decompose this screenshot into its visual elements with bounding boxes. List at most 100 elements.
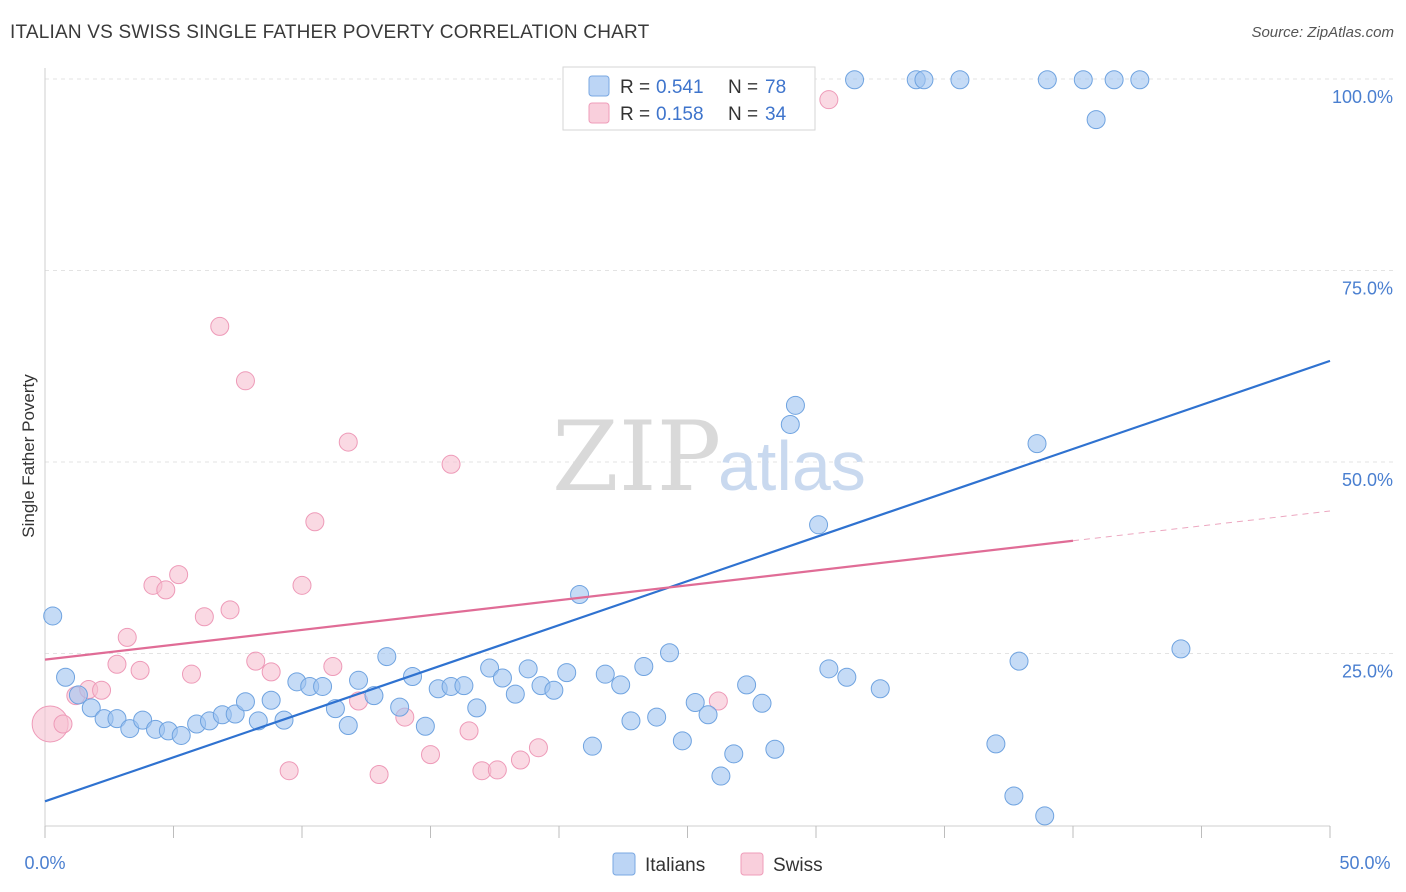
italian-point [950,70,970,90]
italian-point [248,711,268,731]
trend-lines [44,359,1331,803]
italian-point [570,585,590,605]
italian-point [133,710,153,730]
legend-box: R = 0.541 N = 78 R = 0.158 N = 34 [562,66,816,131]
legend-n-value-swiss: 34 [765,104,787,125]
italian-point [621,711,641,731]
swiss-point [107,654,127,674]
italian-point [390,697,410,717]
legend-swatch-swiss [588,102,610,124]
italian-point [595,664,615,684]
italian-point [557,663,577,683]
x-tick-label-min: 0.0% [24,853,65,873]
italian-point [1104,70,1124,90]
italian-point [1009,651,1029,671]
italian-point [235,692,255,712]
italian-point [765,739,785,759]
watermark-zip: ZIP [552,401,721,513]
italian-point [1171,639,1191,659]
y-tick-label: 75.0% [1342,279,1393,299]
swiss-points [31,90,839,785]
italian-point [1073,70,1093,90]
swiss-point [421,745,440,765]
legend-swatch-italians [588,75,610,97]
swiss-point [261,662,281,682]
italian-point [338,716,358,736]
italian-point [81,698,101,718]
italian-point [914,70,934,90]
swiss-point [181,664,201,684]
source-label: Source: ZipAtlas.com [1251,24,1394,41]
swiss-point [53,714,73,734]
y-tick-label: 50.0% [1342,470,1393,490]
chart-title: ITALIAN VS SWISS SINGLE FATHER POVERTY C… [10,22,650,43]
italian-point [1004,786,1024,806]
italian-point [225,704,245,724]
italian-point [43,606,63,626]
italian-point [1086,110,1106,130]
legend-r-label-swiss: R = [620,104,650,125]
italian-point [685,693,705,713]
italian-point [837,667,857,687]
italian-point [819,659,839,679]
legend-n-label-swiss: N = [728,104,758,125]
italian-point [737,675,757,695]
italian-point [1130,70,1150,90]
italian-point [647,707,667,727]
y-tick-labels: 25.0% 50.0% 75.0% 100.0% [1332,87,1393,682]
y-tick-label: 25.0% [1342,662,1393,682]
watermark-atlas: atlas [718,427,866,505]
y-axis-label: Single Father Poverty [19,374,38,538]
swiss-point [246,651,266,671]
legend-r-label-italians: R = [620,77,650,98]
italian-point [107,709,127,729]
swiss-point [169,565,189,585]
watermark: ZIP atlas [552,401,866,513]
italian-point [1035,806,1055,826]
bottom-legend-swatch-swiss [740,852,764,876]
swiss-point [305,512,325,532]
italian-point [544,680,564,700]
italian-point [492,668,512,688]
swiss-point [92,680,112,700]
swiss-point [210,316,230,336]
swiss-point [708,691,728,711]
italian-point [660,643,680,663]
italian-point [56,667,76,687]
italian-point [611,675,631,695]
swiss-point [441,454,461,474]
italian-point [1037,70,1057,90]
italian-point [634,657,654,677]
legend-n-label-italians: N = [728,77,758,98]
legend-r-value-italians: 0.541 [656,77,704,98]
swiss-point [279,761,299,781]
swiss-point [220,600,240,620]
legend-n-value-italians: 78 [765,77,786,98]
bottom-legend: Italians Swiss [612,852,823,876]
bottom-legend-label-italians: Italians [645,855,705,876]
italian-point [467,698,487,718]
swiss-point [323,657,343,677]
swiss-trend-line [44,539,1074,661]
italian-point [672,731,692,751]
swiss-point [235,371,255,391]
grid-lines [45,78,1395,654]
swiss-point [369,765,389,785]
italian-points [43,70,1191,826]
italian-point [711,766,731,786]
x-ticks [44,826,1331,838]
bottom-legend-swatch-italians [612,852,636,876]
italian-point [505,684,525,704]
italian-point [582,736,602,756]
italian-point [480,658,500,678]
italian-point [698,705,718,725]
swiss-point [487,760,507,780]
swiss-point [819,90,839,110]
italian-point [1027,434,1047,454]
swiss-point [459,721,479,741]
italian-point [785,395,805,415]
swiss-point [510,750,530,770]
italian-point [68,685,88,705]
italian-point [986,734,1006,754]
italians-trend-line [44,359,1331,803]
